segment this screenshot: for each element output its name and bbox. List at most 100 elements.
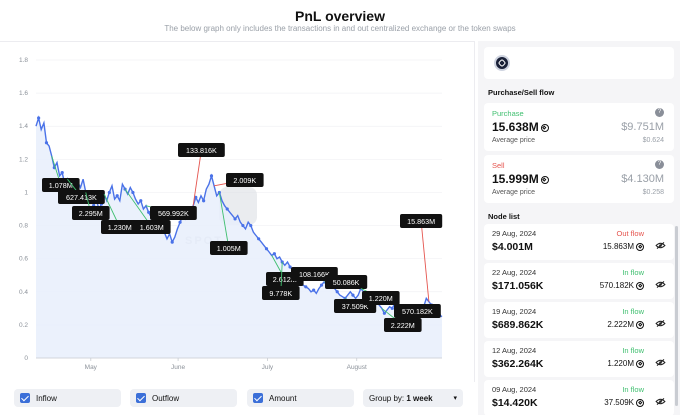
x-tick-label: August bbox=[347, 364, 367, 371]
x-tick-label: May bbox=[85, 364, 98, 371]
outflow-checkbox[interactable] bbox=[136, 393, 146, 403]
data-point[interactable] bbox=[226, 207, 229, 210]
callout-label[interactable]: 570.182K bbox=[394, 304, 441, 318]
data-point[interactable] bbox=[351, 293, 354, 296]
callout-label[interactable]: 1.220M bbox=[362, 291, 400, 305]
node-amount-value: 37.509K bbox=[604, 398, 634, 407]
y-tick-label: 1.6 bbox=[19, 90, 28, 97]
callout-label[interactable]: 1.078M bbox=[42, 178, 80, 192]
sell-usd: $4.130M bbox=[621, 173, 664, 185]
data-point[interactable] bbox=[210, 174, 213, 177]
node-amount: 37.509K bbox=[604, 398, 644, 407]
data-point[interactable] bbox=[233, 217, 236, 220]
pnl-chart[interactable]: 00.20.40.60.811.21.41.61.8 SPOT 1.078M62… bbox=[0, 42, 474, 382]
data-point[interactable] bbox=[131, 191, 134, 194]
callout-label[interactable]: 1.230M bbox=[101, 220, 139, 234]
node-amount: 570.182K bbox=[600, 281, 644, 290]
y-tick-label: 1.2 bbox=[19, 156, 28, 163]
data-point[interactable] bbox=[265, 247, 268, 250]
group-by-select[interactable]: Group by: 1 week ▾ bbox=[363, 389, 463, 407]
data-point[interactable] bbox=[171, 241, 174, 244]
y-tick-label: 0.2 bbox=[19, 322, 28, 329]
node-date: 22 Aug, 2024 bbox=[492, 268, 536, 277]
eye-off-icon[interactable] bbox=[655, 242, 666, 249]
data-point[interactable] bbox=[336, 290, 339, 293]
inflow-checkbox[interactable] bbox=[20, 393, 30, 403]
data-point[interactable] bbox=[304, 285, 307, 288]
inflow-label: Inflow bbox=[36, 394, 57, 403]
data-point[interactable] bbox=[273, 252, 276, 255]
data-point[interactable] bbox=[37, 116, 40, 119]
page-subtitle: The below graph only includes the transa… bbox=[0, 24, 680, 33]
callout-label[interactable]: 2.009K bbox=[226, 173, 264, 187]
callout-label[interactable]: 15.863M bbox=[400, 214, 442, 228]
callout-text: 50.086K bbox=[333, 278, 360, 287]
amount-checkbox[interactable] bbox=[253, 393, 263, 403]
node-amount-value: 15.863M bbox=[603, 242, 634, 251]
callout-label[interactable]: 133.816K bbox=[178, 143, 225, 157]
node-amount-value: 1.220M bbox=[607, 359, 634, 368]
data-point[interactable] bbox=[45, 141, 48, 144]
data-point[interactable] bbox=[116, 194, 119, 197]
data-point[interactable] bbox=[383, 312, 386, 315]
data-point[interactable] bbox=[61, 171, 64, 174]
node-list-title: Node list bbox=[488, 212, 520, 221]
data-point[interactable] bbox=[320, 284, 323, 287]
node-flow: In flow bbox=[622, 307, 644, 316]
data-point[interactable] bbox=[391, 307, 394, 310]
y-tick-label: 0.4 bbox=[19, 289, 28, 296]
eye-off-icon[interactable] bbox=[655, 281, 666, 288]
node-flow: Out flow bbox=[616, 229, 644, 238]
group-by-prefix: Group by: bbox=[369, 394, 404, 403]
purchase-amount-value: 15.638M bbox=[492, 120, 539, 134]
callout-label[interactable]: 50.086K bbox=[325, 275, 367, 289]
data-point[interactable] bbox=[257, 237, 260, 240]
callout-connector bbox=[421, 221, 429, 302]
eye-off-icon[interactable] bbox=[655, 320, 666, 327]
data-point[interactable] bbox=[249, 224, 252, 227]
data-point[interactable] bbox=[139, 199, 142, 202]
token-coin-icon bbox=[636, 360, 644, 368]
data-point[interactable] bbox=[241, 224, 244, 227]
sell-amount: 15.999M bbox=[492, 172, 549, 186]
help-icon[interactable]: ? bbox=[655, 108, 664, 117]
eye-off-icon[interactable] bbox=[655, 398, 666, 405]
purchase-card: Purchase ? 15.638M $9.751M Average price… bbox=[484, 103, 674, 151]
data-point[interactable] bbox=[108, 191, 111, 194]
callout-label[interactable]: 2.295M bbox=[72, 206, 110, 220]
data-point[interactable] bbox=[202, 199, 205, 202]
amount-toggle[interactable]: Amount bbox=[247, 389, 354, 407]
callout-text: 627.413K bbox=[66, 193, 97, 202]
data-point[interactable] bbox=[312, 289, 315, 292]
callout-label[interactable]: 1.603M bbox=[133, 220, 171, 234]
callout-label[interactable]: 2.222M bbox=[384, 318, 422, 332]
eye-off-icon[interactable] bbox=[655, 359, 666, 366]
data-point[interactable] bbox=[147, 211, 150, 214]
node-date: 19 Aug, 2024 bbox=[492, 307, 536, 316]
callout-label[interactable]: 627.413K bbox=[58, 190, 105, 204]
data-point[interactable] bbox=[178, 221, 181, 224]
token-logo-icon bbox=[494, 55, 510, 71]
y-tick-label: 0 bbox=[24, 355, 28, 362]
x-tick-label: June bbox=[171, 364, 185, 371]
series-area bbox=[36, 118, 442, 358]
y-tick-label: 0.6 bbox=[19, 256, 28, 263]
help-icon[interactable]: ? bbox=[655, 160, 664, 169]
node-list-scrollbar[interactable] bbox=[675, 226, 678, 406]
data-point[interactable] bbox=[288, 265, 291, 268]
node-value: $171.056K bbox=[492, 280, 543, 292]
outflow-toggle[interactable]: Outflow bbox=[130, 389, 237, 407]
callout-label[interactable]: 1.005M bbox=[210, 241, 248, 255]
token-coin-icon bbox=[636, 282, 644, 290]
callout-label[interactable]: 569.992K bbox=[150, 206, 197, 220]
callout-label[interactable]: 9.778K bbox=[262, 286, 300, 300]
inflow-toggle[interactable]: Inflow bbox=[14, 389, 121, 407]
token-coin-icon bbox=[636, 399, 644, 407]
page-title: PnL overview bbox=[0, 8, 680, 24]
node-value: $689.862K bbox=[492, 319, 543, 331]
